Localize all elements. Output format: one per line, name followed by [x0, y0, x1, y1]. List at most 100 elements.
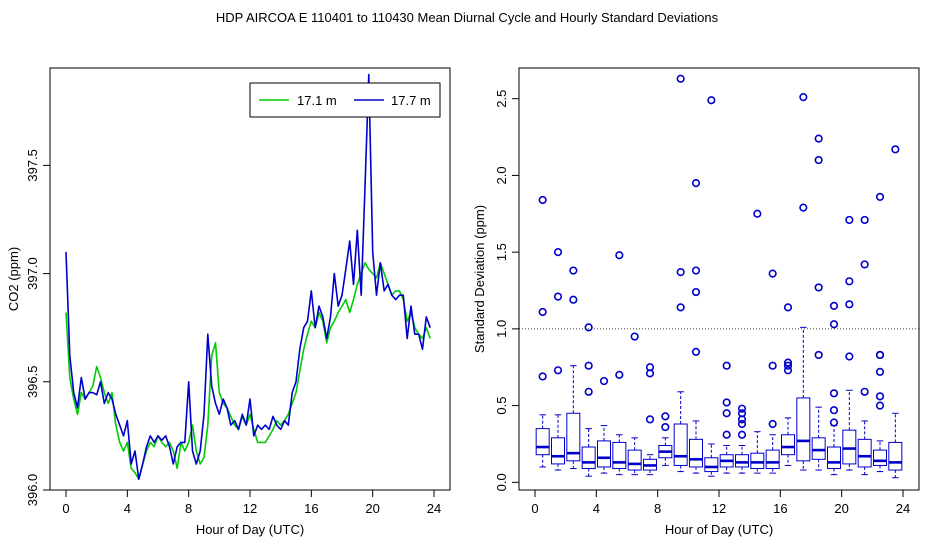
- outlier-point-0-5-0: [538, 372, 547, 381]
- box-9-5: [673, 423, 688, 466]
- outlier-point-0-5-2: [538, 195, 547, 205]
- right-x-tick-label-20: 20: [834, 501, 848, 516]
- outlier-point-22-5-0: [875, 401, 885, 410]
- outlier-point-21-5-1: [860, 260, 869, 269]
- box-22-5: [873, 449, 887, 466]
- outlier-point-22-5-4: [875, 350, 885, 360]
- outlier-point-15-5-1: [768, 361, 777, 370]
- right-x-tick-label-0: 0: [531, 501, 538, 516]
- right-y-tick-label-1: 1.0: [494, 320, 509, 338]
- outlier-point-19-5-4: [829, 301, 839, 310]
- right-panel: 0 4 8 12 16 20 24 0.0 0.5 1.0 1.5 2.0 2.5 Hour of Da…: [472, 67, 920, 537]
- outlier-point-1-5-0: [553, 366, 563, 375]
- legend-label-17-7m: 17.7 m: [391, 93, 431, 108]
- outlier-point-6-5-0: [630, 332, 639, 341]
- right-y-tick-label-1-5: 1.5: [494, 243, 509, 261]
- outlier-point-20-5-1: [845, 300, 854, 309]
- box-15-5: [765, 449, 780, 470]
- right-y-axis-label: Standard Deviation (ppm): [472, 205, 487, 353]
- outlier-point-20-5-3: [845, 215, 854, 225]
- outlier-point-16-5-0: [783, 366, 793, 375]
- right-x-tick-label-4: 4: [593, 501, 600, 516]
- box-3-5: [581, 446, 596, 470]
- outlier-point-18-5-3: [814, 134, 823, 143]
- box-0-5: [535, 428, 550, 456]
- outlier-point-23-5-0: [891, 145, 900, 154]
- outlier-point-17-5-1: [799, 93, 808, 102]
- outlier-point-18-5-1: [814, 283, 823, 292]
- outlier-point-2-5-0: [569, 295, 578, 304]
- outlier-point-20-5-2: [845, 277, 854, 286]
- left-y-tick-label-397: 397.0: [25, 257, 40, 290]
- right-plot-area: 0 4 8 12 16 20 24 0.0 0.5 1.0 1.5 2.0 2.5: [494, 74, 919, 516]
- outlier-point-13-5-4: [737, 404, 747, 413]
- right-y-tick-label-0-5: 0.5: [494, 397, 509, 415]
- outlier-point-2-5-1: [569, 266, 578, 275]
- outlier-point-21-5-0: [860, 387, 869, 396]
- left-y-axis-label: CO2 (ppm): [6, 247, 21, 311]
- outlier-point-22-5-1: [875, 392, 885, 401]
- outlier-point-12-5-2: [722, 398, 731, 407]
- outlier-point-17-5-0: [799, 203, 808, 212]
- right-x-tick-label-8: 8: [654, 501, 661, 516]
- box-6-5: [627, 449, 642, 471]
- outlier-point-21-5-2: [860, 215, 869, 225]
- left-x-tick-label-0: 0: [62, 501, 69, 516]
- outlier-point-18-5-0: [814, 350, 823, 360]
- outlier-point-3-5-2: [584, 323, 593, 332]
- box-13-5: [735, 454, 749, 468]
- outlier-point-8-5-1: [661, 412, 670, 421]
- box-21-5: [857, 438, 872, 468]
- outlier-point-1-5-2: [553, 248, 563, 257]
- outlier-point-16-5-1: [783, 361, 793, 370]
- outlier-point-7-5-2: [645, 363, 655, 372]
- left-x-tick-label-4: 4: [124, 501, 131, 516]
- outlier-point-13-5-1: [737, 419, 747, 429]
- right-x-tick-label-16: 16: [773, 501, 787, 516]
- outlier-point-16-5-3: [783, 303, 793, 312]
- box-23-5: [888, 441, 903, 471]
- series-line-17-1-m: [65, 261, 431, 481]
- left-x-tick-label-8: 8: [185, 501, 192, 516]
- outlier-point-15-5-0: [768, 419, 777, 429]
- outlier-point-13-5-3: [737, 409, 747, 418]
- left-y-tick-label-396-5: 396.5: [25, 366, 40, 399]
- left-y-tick-label-397-5: 397.5: [25, 149, 40, 182]
- left-x-axis-label: Hour of Day (UTC): [196, 522, 304, 537]
- outlier-point-10-5-1: [691, 287, 701, 297]
- outlier-point-22-5-5: [875, 192, 885, 202]
- outlier-point-19-5-3: [829, 320, 839, 329]
- outlier-point-13-5-0: [737, 430, 747, 439]
- left-x-tick-label-16: 16: [304, 501, 318, 516]
- outlier-point-12-5-0: [722, 430, 731, 439]
- outlier-point-12-5-1: [722, 409, 731, 418]
- right-y-tick-label-2-5: 2.5: [494, 90, 509, 108]
- legend-label-17-1m: 17.1 m: [297, 93, 337, 108]
- outlier-point-22-5-2: [875, 367, 885, 376]
- outlier-point-9-5-1: [676, 267, 685, 277]
- outlier-point-18-5-2: [814, 155, 823, 165]
- box-1-5: [551, 437, 565, 465]
- left-panel: 0 4 8 12 16 20 24 396.0 396.5 397.0 397.5 17.1 m 1…: [6, 67, 451, 537]
- outlier-point-16-5-2: [783, 358, 793, 367]
- outlier-point-7-5-0: [645, 415, 655, 424]
- box-16-5: [781, 434, 795, 456]
- right-y-tick-label-2: 2.0: [494, 166, 509, 184]
- box-10-5: [689, 438, 703, 468]
- right-x-axis-label: Hour of Day (UTC): [665, 522, 773, 537]
- outlier-point-10-5-2: [691, 266, 701, 275]
- outlier-point-14-5-0: [753, 209, 762, 218]
- box-17-5: [796, 397, 811, 462]
- box-20-5: [842, 429, 857, 465]
- outlier-point-19-5-1: [829, 406, 839, 415]
- box-19-5: [827, 446, 841, 470]
- left-x-tick-label-20: 20: [365, 501, 379, 516]
- outlier-point-5-5-0: [615, 370, 624, 380]
- right-x-tick-label-24: 24: [896, 501, 910, 516]
- left-x-tick-label-24: 24: [427, 501, 441, 516]
- outlier-point-11-5-0: [707, 96, 716, 105]
- left-y-tick-label-396: 396.0: [25, 474, 40, 507]
- outlier-point-19-5-2: [829, 389, 839, 398]
- outlier-point-1-5-1: [553, 292, 563, 301]
